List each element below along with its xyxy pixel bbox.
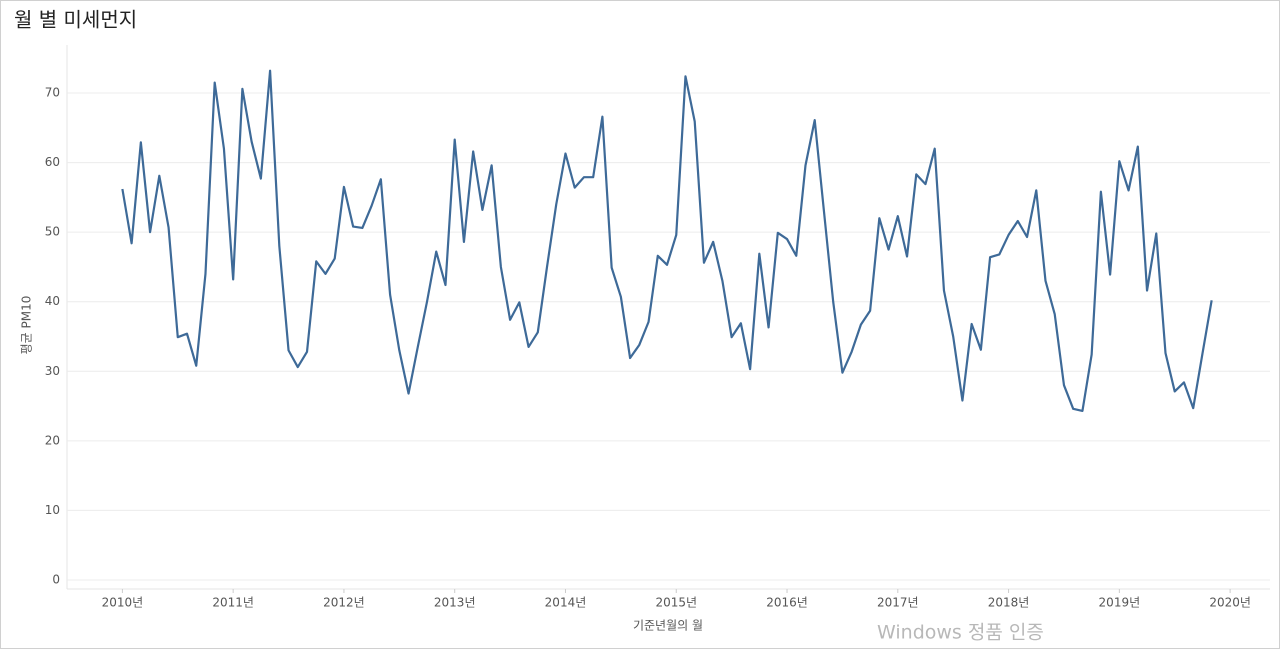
x-tick-label: 2019년	[1099, 596, 1141, 610]
y-tick-label: 70	[45, 86, 60, 100]
x-tick-label: 2015년	[655, 596, 697, 610]
y-tick-label: 40	[45, 294, 60, 308]
x-tick-label: 2014년	[545, 596, 587, 610]
x-tick-label: 2011년	[212, 596, 254, 610]
chart-title: 월 별 미세먼지	[14, 8, 137, 32]
y-tick-label: 20	[45, 433, 60, 447]
x-tick-label: 2017년	[877, 596, 919, 610]
y-axis-label: 평균 PM10	[20, 296, 34, 355]
x-axis-label: 기준년월의 월	[633, 619, 703, 633]
y-tick-label: 60	[45, 155, 60, 169]
y-tick-label: 0	[52, 572, 60, 586]
x-tick-label: 2012년	[323, 596, 365, 610]
y-tick-label: 50	[45, 225, 60, 239]
x-tick-label: 2018년	[988, 596, 1030, 610]
x-tick-label: 2020년	[1209, 596, 1251, 610]
x-tick-label: 2013년	[434, 596, 476, 610]
data-line	[121, 69, 1213, 413]
x-tick-label: 2010년	[102, 596, 144, 610]
watermark: Windows 정품 인증	[877, 622, 1044, 644]
y-tick-label: 30	[45, 364, 60, 378]
x-tick-label: 2016년	[766, 596, 808, 610]
y-tick-label: 10	[45, 503, 60, 517]
